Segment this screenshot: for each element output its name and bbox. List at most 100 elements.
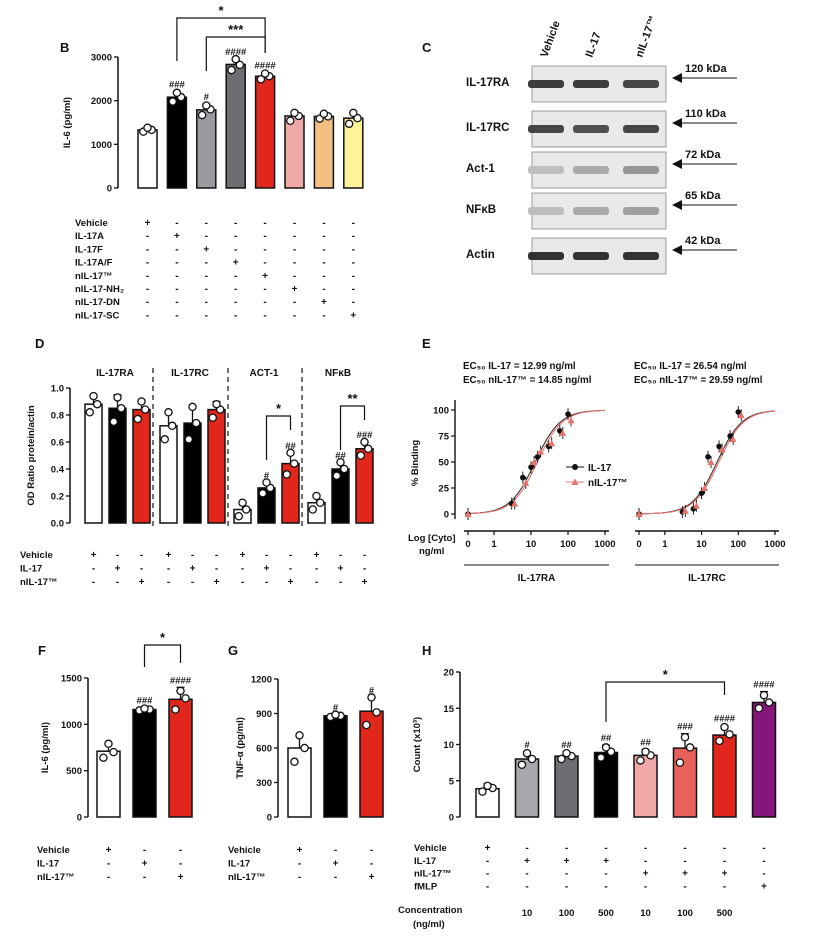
condition-sign: -: [241, 577, 244, 588]
data-point: [212, 399, 221, 409]
significance-label: #: [264, 471, 270, 482]
data-point: [140, 405, 150, 414]
condition-sign: -: [234, 231, 237, 242]
condition-sign: -: [315, 564, 318, 575]
condition-label: fMLP: [414, 881, 438, 892]
significance-label: ##: [601, 733, 612, 744]
data-point: [601, 743, 611, 752]
condition-sign: -: [140, 550, 143, 561]
condition-sign: -: [762, 843, 765, 854]
y-tick-label: 15: [443, 704, 454, 715]
condition-sign: -: [205, 297, 208, 308]
condition-label: Vehicle: [414, 843, 447, 854]
condition-sign: -: [175, 297, 178, 308]
data-point: [530, 458, 538, 465]
condition-sign: -: [140, 564, 143, 575]
condition-sign: +: [682, 869, 688, 880]
data-point: [319, 109, 329, 119]
lane-label: nIL-17™: [634, 14, 660, 59]
data-point: [737, 411, 745, 419]
condition-sign: -: [234, 271, 237, 282]
data-point: [99, 753, 108, 762]
bar: [554, 755, 579, 818]
data-point: [528, 464, 534, 471]
data-point: [116, 403, 126, 413]
significance-label: ###: [169, 79, 186, 90]
significance-label: ####: [255, 61, 277, 72]
bar: [207, 408, 226, 524]
condition-sign: -: [293, 271, 296, 282]
data-point: [140, 704, 149, 713]
receptor-label: IL-17RA: [518, 573, 556, 584]
bar: [225, 63, 246, 189]
condition-sign: +: [297, 845, 303, 856]
condition-sign: -: [205, 218, 208, 229]
condition-sign: -: [565, 869, 568, 880]
data-point: [258, 489, 268, 498]
panel-letter-b: B: [60, 40, 69, 55]
condition-sign: -: [234, 244, 237, 255]
bar: [254, 75, 276, 189]
condition-sign: -: [92, 564, 95, 575]
data-point: [109, 417, 119, 426]
condition-sign: -: [146, 284, 149, 295]
data-point: [208, 413, 218, 422]
y-tick-label: 600: [256, 744, 272, 755]
condition-sign: -: [322, 244, 325, 255]
condition-sign: +: [190, 564, 196, 575]
data-point: [137, 397, 146, 406]
condition-sign: -: [370, 859, 373, 870]
y-axis-label: Count (x10³): [412, 717, 423, 772]
significance-label: ####: [225, 47, 247, 58]
legend-label: nIL-17™: [588, 478, 627, 489]
blot-band: [623, 166, 659, 174]
condition-sign: -: [205, 271, 208, 282]
bar: [168, 698, 193, 818]
condition-label: nIL-17™: [75, 271, 112, 282]
data-point: [707, 458, 715, 465]
condition-sign: -: [205, 231, 208, 242]
data-point: [315, 498, 325, 507]
condition-sign: -: [334, 872, 337, 883]
condition-label: Vehicle: [20, 550, 53, 561]
condition-sign: -: [263, 231, 266, 242]
kda-label: 65 kDa: [685, 190, 721, 202]
panel-letter-g: G: [228, 643, 238, 658]
condition-sign: -: [352, 244, 355, 255]
significance-label: ####: [170, 675, 192, 686]
condition-sign: -: [363, 550, 366, 561]
significance-label: ###: [677, 722, 694, 733]
concentration-value: 10: [640, 908, 651, 919]
significance-label: ##: [335, 450, 346, 461]
ec50-label: EC₅₀ nIL-17™ = 14.85 ng/ml: [463, 375, 592, 386]
condition-sign: -: [205, 258, 208, 269]
data-point: [548, 439, 556, 447]
data-point: [113, 393, 122, 402]
y-tick-label: 1200: [251, 675, 272, 686]
significance-label: ####: [714, 714, 736, 725]
y-tick-label: 50: [438, 458, 449, 469]
condition-label: IL-17A: [75, 231, 104, 242]
blot-band: [573, 252, 609, 260]
data-point: [191, 418, 201, 428]
data-point: [89, 391, 98, 401]
data-point: [197, 110, 207, 120]
bar: [96, 750, 121, 818]
data-point: [300, 743, 309, 753]
condition-sign: -: [167, 577, 170, 588]
panel-g-chart: 0 300 600 900 1200 TNF-α (pg/ml) # # Vehicle + - - I…: [228, 675, 384, 883]
data-point: [235, 60, 245, 70]
bracket-b-1: [176, 17, 266, 61]
panel-letter-d: D: [35, 336, 44, 351]
blot-band: [623, 125, 659, 133]
condition-sign: -: [644, 843, 647, 854]
bar: [672, 747, 698, 818]
condition-label: nIL-17-NH₂: [75, 284, 124, 295]
condition-sign: -: [565, 843, 568, 854]
concentration-unit: (ng/ml): [413, 919, 445, 930]
condition-sign: -: [322, 284, 325, 295]
data-point: [478, 787, 487, 796]
data-point: [362, 720, 371, 730]
data-point: [164, 408, 173, 417]
arrow-head-icon: [672, 118, 682, 128]
